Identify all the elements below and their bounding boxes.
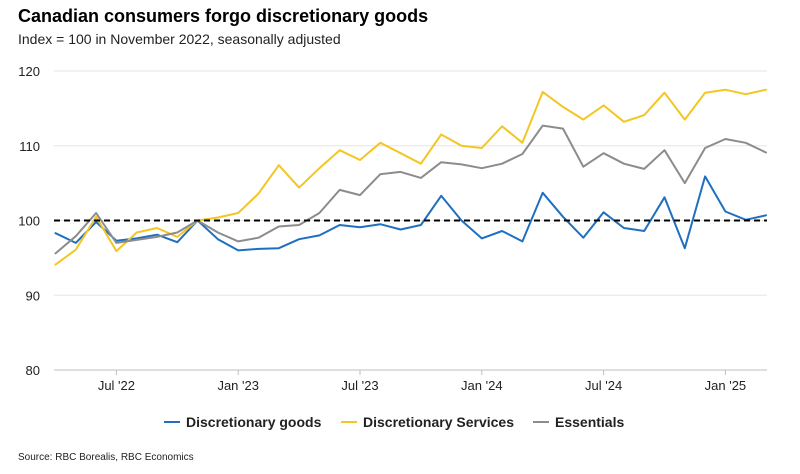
series-line-discretionary-services [54,88,767,266]
y-tick-label: 120 [18,64,40,79]
x-tick-label: Jan '24 [461,378,503,393]
source-note: Source: RBC Borealis, RBC Economics [18,452,194,463]
series-line-essentials [54,124,767,255]
chart-title: Canadian consumers forgo discretionary g… [18,6,429,26]
y-tick-label: 90 [26,288,40,303]
chart-subtitle: Index = 100 in November 2022, seasonally… [18,31,341,47]
x-tick-label: Jul '22 [98,378,135,393]
legend-label: Discretionary Services [363,414,514,430]
x-tick-label: Jul '24 [585,378,622,393]
legend-label: Essentials [555,414,624,430]
y-tick-label: 80 [26,363,40,378]
x-tick-label: Jul '23 [341,378,378,393]
legend-label: Discretionary goods [186,414,322,430]
y-tick-label: 100 [18,214,40,229]
x-tick-label: Jan '23 [217,378,259,393]
x-tick-label: Jan '25 [705,378,747,393]
y-tick-label: 110 [19,139,40,154]
series-line-discretionary-goods [54,175,767,252]
